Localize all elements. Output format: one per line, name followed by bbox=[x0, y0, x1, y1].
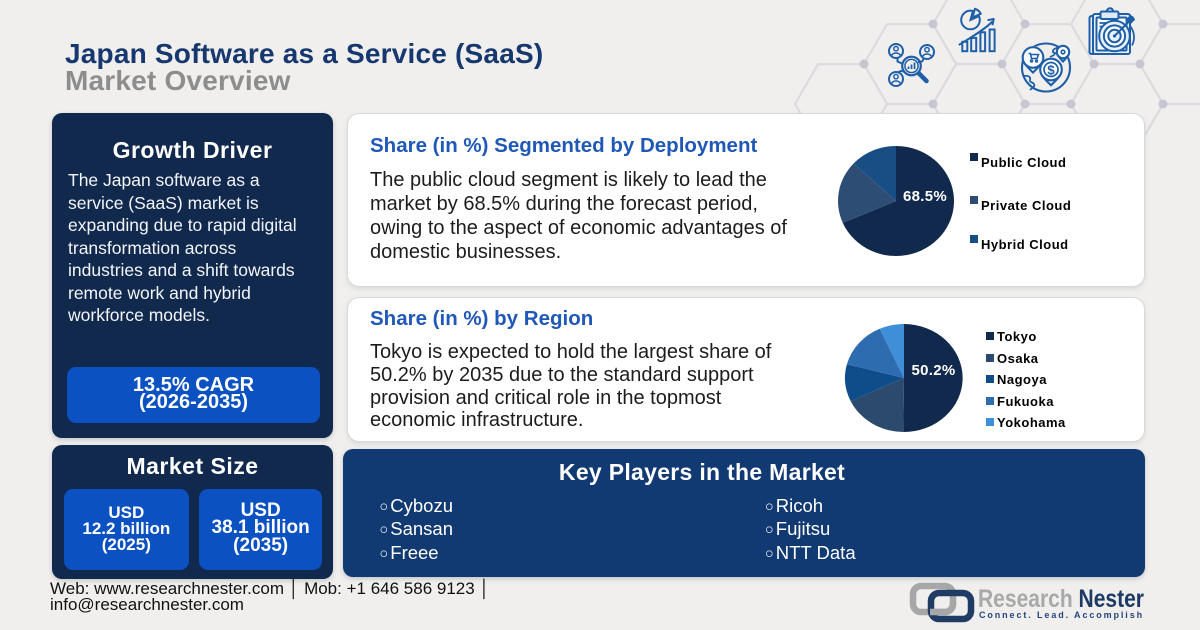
svg-text:Connect. Lead. Accomplish: Connect. Lead. Accomplish bbox=[979, 610, 1144, 621]
svg-text:Research Nester: Research Nester bbox=[978, 585, 1144, 613]
svg-text:$: $ bbox=[1047, 62, 1055, 77]
